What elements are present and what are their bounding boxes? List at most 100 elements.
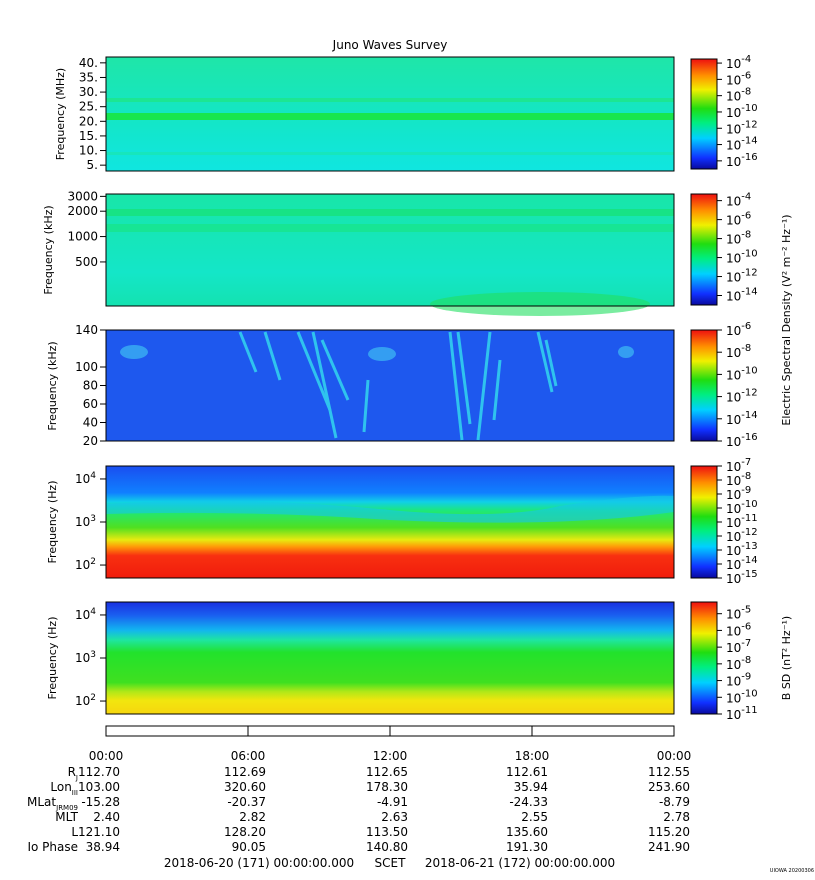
time-axis-label: 18:00: [515, 749, 550, 763]
panel-4-ylabel: Frequency (Hz): [46, 481, 59, 564]
panel-4-spectrogram: [106, 466, 674, 578]
time-axis-label: 12:00: [373, 749, 408, 763]
panel-4-ytick-label: 103: [75, 514, 96, 529]
panel-1-ytick-label: 5.: [87, 158, 98, 172]
chart-title: Juno Waves Survey: [332, 38, 448, 52]
ephemeris-value: 2.63: [381, 810, 408, 824]
panel-4-colorbar-labels: 10-710-810-910-1010-1110-1210-1310-1410-…: [717, 457, 758, 586]
panel-3-blob-3: [618, 346, 634, 358]
panel-2-colorbar-labels: 10-4 10-6 10-8 10-10 10-12 10-14: [717, 192, 758, 304]
ephemeris-row-label: L: [71, 825, 78, 839]
ephemeris-value: 112.61: [506, 765, 548, 779]
panel-1-ytick-label: 15.: [79, 129, 98, 143]
panel-4-ytick-label: 104: [75, 471, 96, 486]
panel-3-emission-streaks: [238, 331, 558, 441]
panel-1-colorbar-label: 10-4: [726, 54, 751, 71]
time-axis: 00:00 06:00 12:00 18:00 00:00: [89, 725, 692, 763]
panel-2-ylabel: Frequency (kHz): [42, 205, 55, 294]
panel-1-ytick-label: 35.: [79, 70, 98, 84]
ephemeris-value: -8.79: [659, 795, 690, 809]
ephemeris-value: 2.40: [93, 810, 120, 824]
panel-3-colorbar-label: 10-16: [726, 432, 758, 449]
panel-1-ylabel: Frequency (MHz): [54, 68, 67, 160]
ephemeris-value: 112.55: [648, 765, 690, 779]
panel-5-colorbar-label: 10-8: [726, 655, 751, 672]
panel-5-colorbar-label: 10-9: [726, 672, 751, 689]
panel-2-low-frequency-hump: [430, 292, 650, 316]
panel-3-ytick-label: 100: [75, 360, 98, 374]
panel-3-spectrogram: [106, 330, 674, 441]
panel-4: 104 103 102 Frequency (Hz) 10-710-810-910-…: [46, 457, 758, 586]
ephemeris-value: 128.20: [224, 825, 266, 839]
panel-1-yticks: 40.35.30.25.20.15.10.5.: [79, 56, 106, 172]
ephemeris-value: 320.60: [224, 780, 266, 794]
ephemeris-row-label: LonIII: [50, 780, 78, 797]
panel-5-colorbar: [690, 601, 718, 715]
panel-1-ytick-label: 10.: [79, 144, 98, 158]
panel-5-colorbar-label: 10-10: [726, 688, 758, 705]
ephemeris-value: -24.33: [509, 795, 548, 809]
time-axis-label: 06:00: [231, 749, 266, 763]
panel-1-colorbar-label: 10-14: [726, 136, 758, 153]
ephemeris-value: 38.94: [86, 840, 120, 854]
panel-2-band-1800khz: [106, 209, 674, 216]
ephemeris-value: -4.91: [377, 795, 408, 809]
time-axis-label: 00:00: [657, 749, 692, 763]
panel-1-ytick-label: 20.: [79, 114, 98, 128]
panel-2-colorbar-label: 10-12: [726, 268, 758, 285]
panel-5-yticks: 104 103 102: [75, 607, 106, 708]
ephemeris-value: 103.00: [78, 780, 120, 794]
ephemeris-table: RJ 112.70 112.69 112.65 112.61 112.55 LonIII 10…: [27, 765, 690, 854]
panel-2-colorbar-label: 10-4: [726, 192, 751, 209]
ephemeris-value: 121.10: [78, 825, 120, 839]
panel-2-colorbar-label: 10-6: [726, 211, 751, 228]
panel-3-colorbar-label: 10-12: [726, 388, 758, 405]
panel-2-colorbar-label: 10-8: [726, 230, 751, 247]
panel-3-colorbar-label: 10-6: [726, 321, 751, 338]
ephemeris-row-label: RJ: [68, 765, 78, 782]
panel-5-colorbar-label: 10-7: [726, 638, 751, 655]
time-axis-label: 00:00: [89, 749, 124, 763]
panel-2-colorbar-label: 10-14: [726, 287, 758, 304]
panel-1-colorbar-label: 10-10: [726, 103, 758, 120]
panel-4-colorbar: [690, 465, 718, 579]
panel-4-yticks: 104 103 102: [75, 471, 106, 572]
time-axis-ticks: 00:00 06:00 12:00 18:00 00:00: [89, 726, 692, 763]
panel-2-colorbar-label: 10-10: [726, 249, 758, 266]
panel-5-colorbar-label: 10-6: [726, 621, 751, 638]
panel-3-blob-2: [368, 347, 396, 361]
panel-1: 40.35.30.25.20.15.10.5. Frequency (MHz) …: [54, 54, 758, 172]
panel-3-ytick-label: 40: [83, 416, 98, 430]
ephemeris-value: 2.55: [521, 810, 548, 824]
panel-3-colorbar: [690, 329, 718, 442]
ephemeris-value: 140.80: [366, 840, 408, 854]
panel-2-band-1200khz: [106, 224, 674, 232]
panel-1-colorbar: [690, 58, 718, 170]
panel-1-ytick-label: 25.: [79, 100, 98, 114]
panel-5-ytick-label: 102: [75, 693, 96, 708]
panel-2-colorbar: [690, 193, 718, 306]
ephemeris-value: 115.20: [648, 825, 690, 839]
panel-3-ytick-label: 80: [83, 379, 98, 393]
ephemeris-value: 241.90: [648, 840, 690, 854]
panel-3-ylabel: Frequency (kHz): [46, 341, 59, 430]
panel-3-ytick-label: 60: [83, 397, 98, 411]
ephemeris-value: 90.05: [232, 840, 266, 854]
panel-4-colorbar-label: 10-15: [726, 569, 758, 586]
panel-2-ytick-label: 3000: [67, 189, 98, 203]
panel-1-band-23mhz: [106, 98, 674, 102]
panel-1-ytick-label: 40.: [79, 56, 98, 70]
footer-stamp: UIOWA 20200306: [770, 868, 814, 874]
ephemeris-value: 178.30: [366, 780, 408, 794]
panel-3-blob-1: [120, 345, 148, 359]
panel-4-upper-edge: [106, 495, 674, 523]
ephemeris-value: 112.70: [78, 765, 120, 779]
ephemeris-row-label: MLT: [55, 810, 78, 824]
panel-1-band-8mhz: [106, 152, 674, 155]
